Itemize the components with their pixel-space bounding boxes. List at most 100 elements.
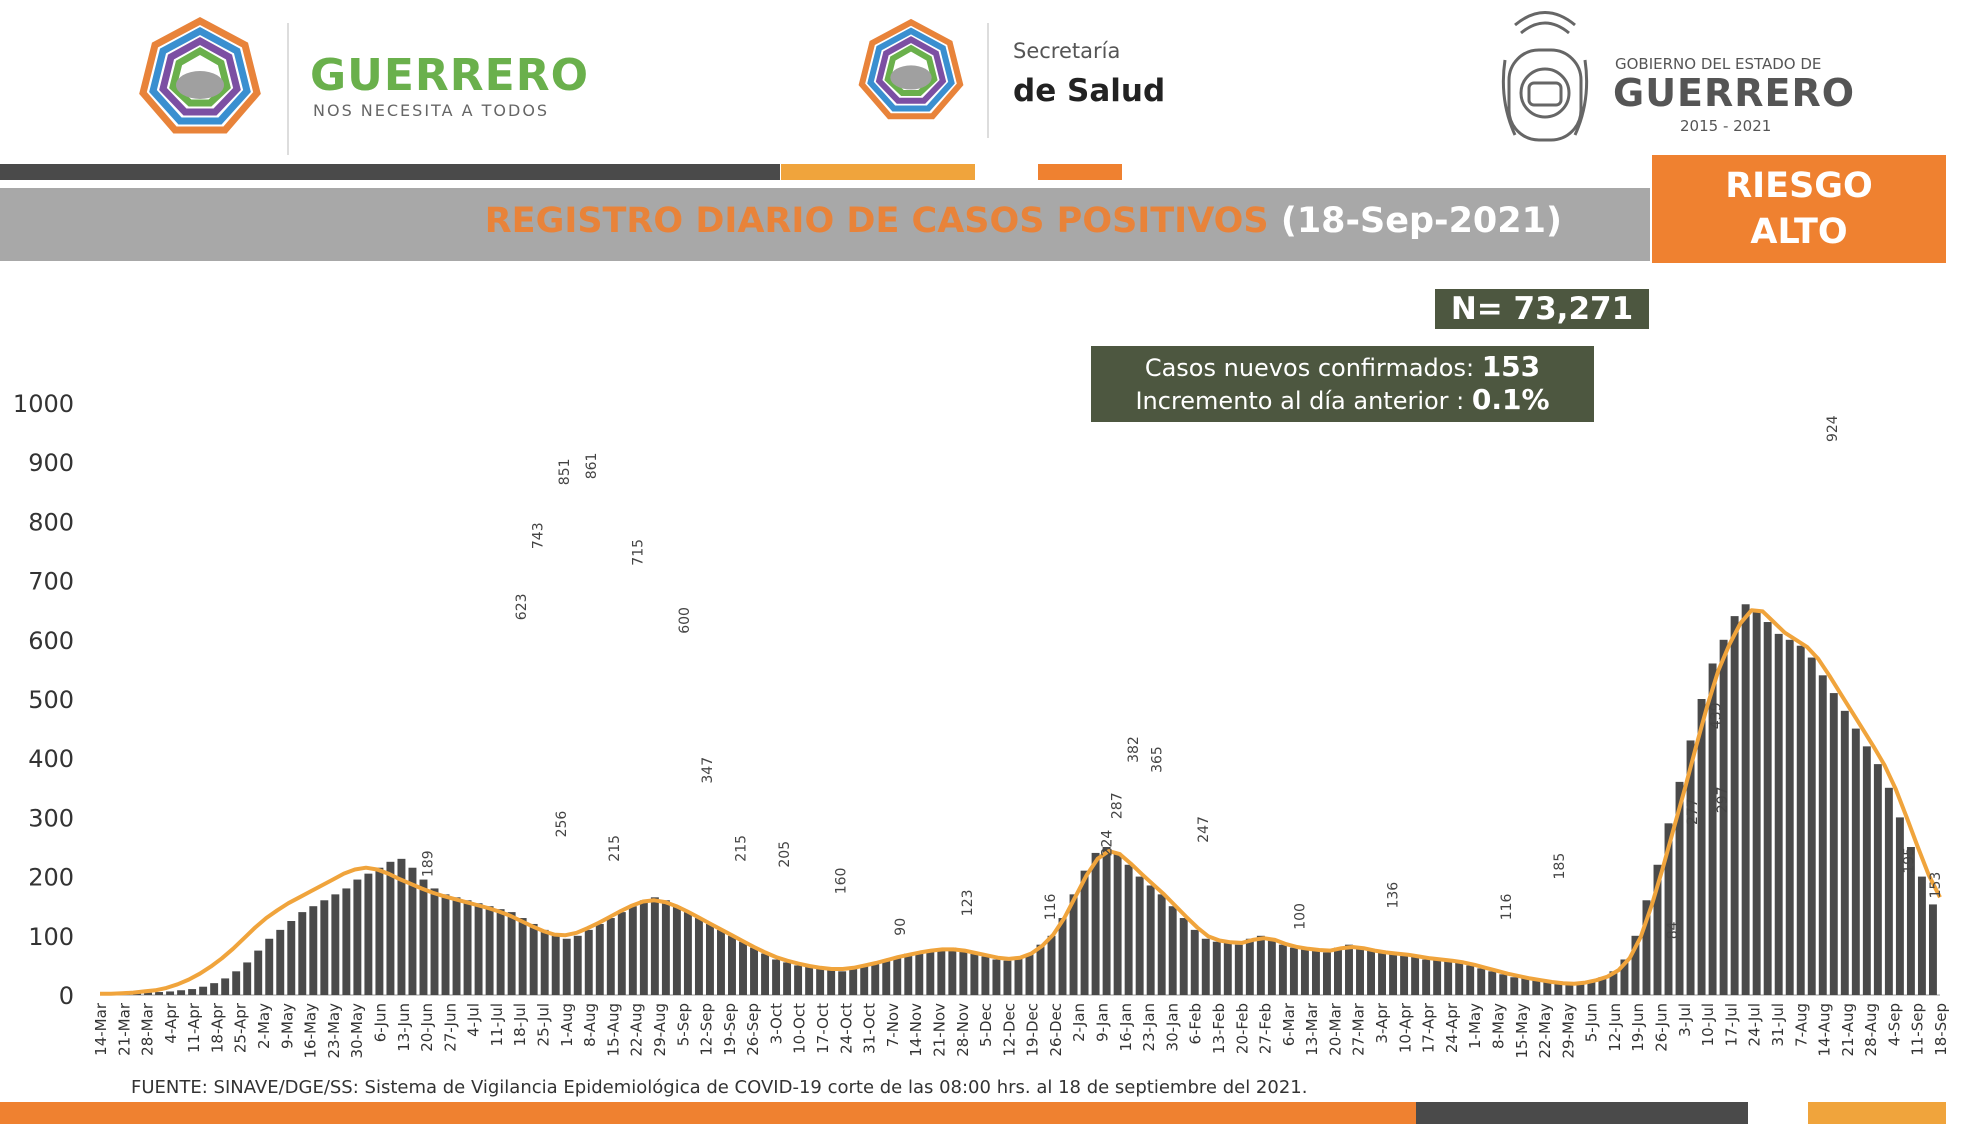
bar <box>1245 938 1254 995</box>
x-tick-label: 26-Jun <box>1653 1003 1671 1052</box>
bar <box>1278 944 1287 995</box>
bar <box>1928 904 1937 995</box>
bar <box>1752 610 1761 995</box>
x-tick-label: 21-Nov <box>931 1003 949 1057</box>
y-tick-label: 0 <box>59 982 74 1010</box>
data-label: 924 <box>1825 415 1841 442</box>
bar <box>1124 864 1133 995</box>
bar <box>1884 787 1893 995</box>
bar <box>606 918 615 995</box>
gobierno-logo-line1: GOBIERNO DEL ESTADO DE <box>1615 55 1822 73</box>
bar <box>937 948 946 995</box>
data-label: 153 <box>1928 872 1944 899</box>
bar <box>1091 852 1100 995</box>
header-stripe-dark <box>0 164 780 180</box>
data-label: 123 <box>960 889 976 916</box>
bar <box>1840 710 1849 995</box>
data-label: 215 <box>734 835 750 862</box>
bar <box>595 923 604 995</box>
x-tick-label: 6-Jun <box>372 1003 390 1042</box>
bar <box>1113 852 1122 995</box>
bar <box>1829 693 1838 995</box>
data-label: 365 <box>1149 746 1165 773</box>
x-tick-label: 28-Aug <box>1862 1003 1880 1056</box>
gobierno-logo-line3: 2015 - 2021 <box>1680 117 1772 135</box>
bar <box>1334 947 1342 995</box>
x-tick-label: 23-Jan <box>1140 1003 1158 1051</box>
bar <box>408 867 417 995</box>
page-title: REGISTRO DIARIO DE CASOS POSITIVOS (18-S… <box>485 201 1562 241</box>
bar <box>199 986 208 995</box>
data-label: 215 <box>607 835 623 862</box>
bar <box>1102 847 1111 995</box>
risk-line2: ALTO <box>1750 212 1848 252</box>
x-tick-label: 1-Aug <box>558 1003 576 1047</box>
y-tick-label: 800 <box>28 508 74 536</box>
x-tick-label: 28-Mar <box>139 1002 157 1056</box>
bar <box>441 894 450 995</box>
bar <box>1168 906 1177 995</box>
bar <box>1565 984 1574 995</box>
x-tick-label: 6-Feb <box>1187 1003 1205 1045</box>
bar <box>882 959 891 995</box>
bar <box>1411 956 1420 995</box>
x-tick-label: 29-May <box>1559 1003 1577 1059</box>
bar <box>452 897 461 995</box>
bar <box>1741 604 1750 995</box>
data-label: 195 <box>1901 847 1917 874</box>
bar <box>155 992 164 995</box>
source-note: FUENTE: SINAVE/DGE/SS: Sistema de Vigila… <box>131 1077 1308 1098</box>
gobierno-logo-line2: GUERRERO <box>1613 71 1856 115</box>
y-tick-label: 1000 <box>13 390 74 418</box>
bar <box>1389 953 1398 995</box>
bar <box>683 912 692 995</box>
bar <box>386 861 395 995</box>
bar <box>320 900 329 995</box>
x-tick-label: 14-Aug <box>1816 1003 1834 1056</box>
x-tick-label: 23-May <box>325 1003 343 1059</box>
bar <box>562 938 571 995</box>
bar <box>1267 938 1276 995</box>
bar <box>1422 959 1431 995</box>
y-tick-label: 300 <box>28 804 74 832</box>
y-tick-label: 100 <box>28 923 74 951</box>
x-tick-label: 24-Oct <box>837 1003 855 1054</box>
bar <box>1675 781 1684 995</box>
bar <box>1532 980 1541 995</box>
footer-stripe-yellow <box>1808 1102 1946 1124</box>
x-tick-label: 19-Sep <box>721 1003 739 1056</box>
bar <box>210 983 219 995</box>
info-box: Casos nuevos confirmados: 153 Incremento… <box>1091 346 1594 422</box>
bar <box>1851 728 1860 995</box>
risk-line1: RIESGO <box>1725 166 1873 206</box>
bar <box>1400 954 1409 995</box>
bar <box>970 953 979 995</box>
data-label: 861 <box>584 453 600 480</box>
bar <box>584 929 593 995</box>
bar <box>364 873 373 995</box>
bar <box>353 879 362 995</box>
bar <box>1146 885 1155 995</box>
x-tick-label: 22-Aug <box>628 1003 646 1056</box>
x-tick-label: 10-Apr <box>1396 1002 1414 1053</box>
y-tick-label: 500 <box>28 686 74 714</box>
bar <box>639 900 648 995</box>
bar <box>948 947 957 995</box>
bar <box>1510 977 1519 995</box>
x-tick-label: 4-Apr <box>162 1002 180 1043</box>
bar <box>1807 657 1816 995</box>
bar <box>694 918 703 995</box>
x-tick-label: 28-Nov <box>954 1003 972 1057</box>
bar <box>1036 944 1045 995</box>
bar <box>1455 962 1464 995</box>
bar <box>331 894 340 995</box>
bar <box>540 929 549 995</box>
bar <box>717 929 725 995</box>
bar <box>1796 645 1805 995</box>
x-tick-label: 12-Dec <box>1000 1003 1018 1057</box>
daily-cases-chart: 0 100 200 300 400 500 600 700 800 900 1000 924 861 85… <box>13 390 1950 1059</box>
data-label: 160 <box>833 868 849 895</box>
bar <box>298 912 307 995</box>
x-tick-label: 10-Oct <box>791 1003 809 1054</box>
x-tick-label: 7-Nov <box>884 1003 902 1047</box>
